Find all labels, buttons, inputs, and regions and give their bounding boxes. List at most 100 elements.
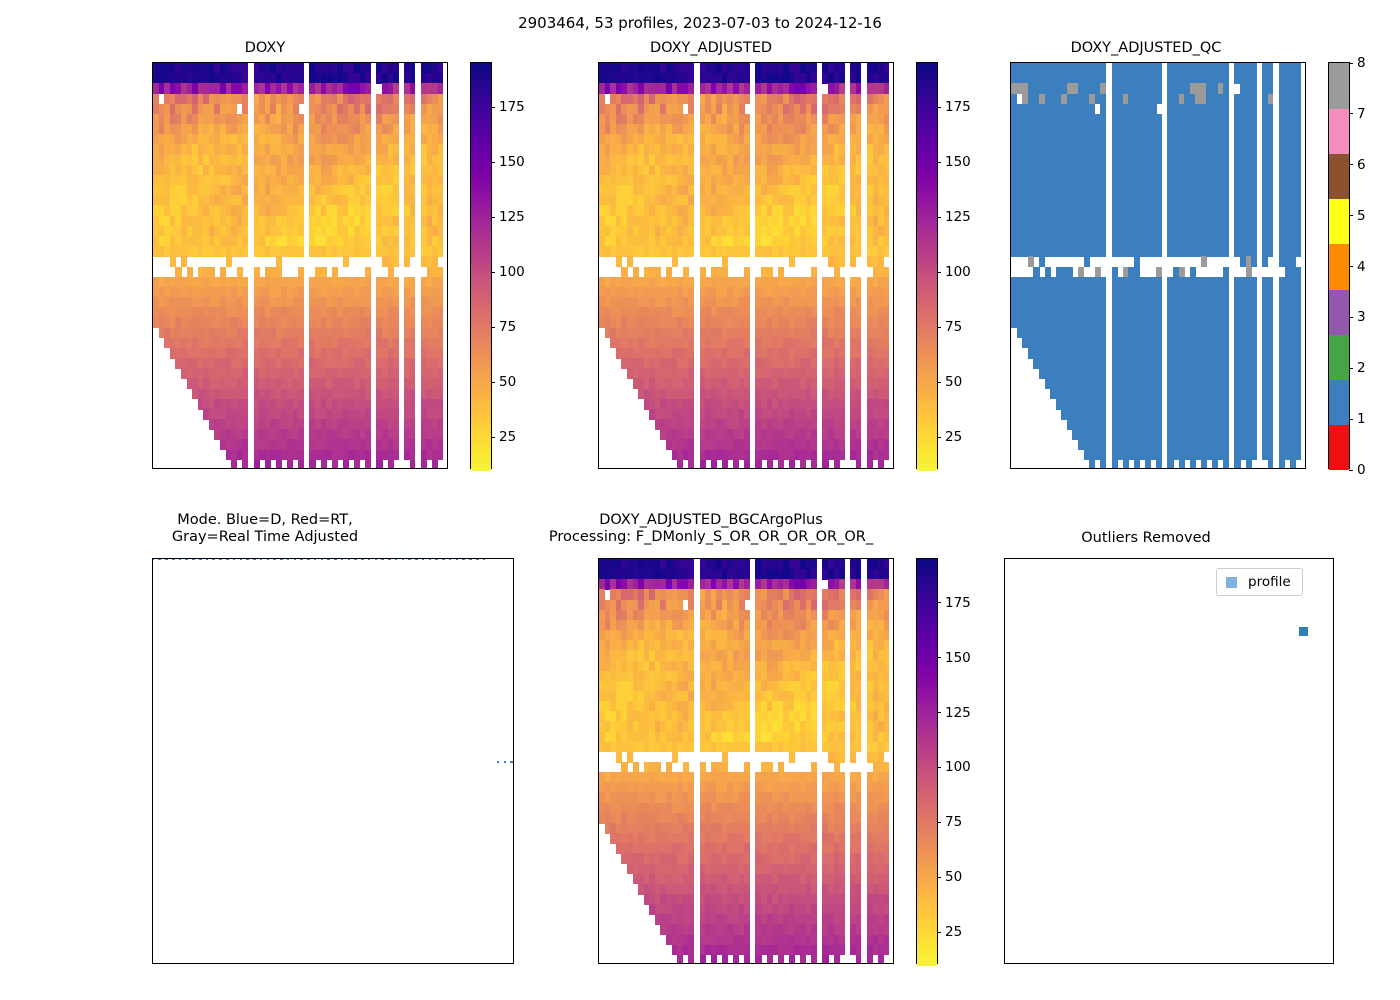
doxy-adjusted-qc-title: DOXY_ADJUSTED_QC bbox=[892, 40, 1400, 57]
doxy-adjusted-cbtick-125: 125 bbox=[937, 209, 971, 225]
profile-column bbox=[348, 63, 355, 468]
profile-column bbox=[604, 63, 611, 468]
doxy-cbtickmark bbox=[491, 326, 495, 328]
doxy-ytickmark bbox=[152, 164, 153, 165]
profile-column bbox=[208, 63, 216, 468]
doxy-adjusted-qc-axes[interactable]: 0250500750100012501500175020002023.75202… bbox=[1010, 62, 1306, 469]
missing-profile-column bbox=[443, 63, 447, 468]
profile-column bbox=[381, 63, 389, 468]
doxy-adjusted-xtickmark bbox=[649, 468, 650, 469]
mode-point-delayed bbox=[286, 559, 290, 561]
doxy-adjusted-xtickmark bbox=[700, 468, 701, 469]
doxy-adjusted-qc-xtick-2024.25: 2024.25 bbox=[1135, 468, 1191, 469]
doxy-adjusted-plot-area bbox=[599, 63, 893, 468]
mode-ytickmark bbox=[152, 762, 153, 763]
profile-column bbox=[175, 63, 182, 468]
doxy-xtick-2023.75: 2023.75 bbox=[176, 468, 232, 469]
doxy-adjusted-qc-xtickmark bbox=[1213, 468, 1214, 469]
outliers-legend[interactable]: profile bbox=[1216, 568, 1303, 596]
bgcargoplus-xtickmark bbox=[751, 963, 752, 964]
mode-point-delayed bbox=[246, 559, 249, 561]
bgcargoplus-ytick-2000: 2000 bbox=[598, 957, 599, 964]
doxy-title: DOXY bbox=[0, 40, 530, 57]
profile-column bbox=[242, 63, 249, 468]
doxy-axes[interactable]: 0250500750100012501500175020002023.75202… bbox=[152, 62, 448, 469]
doxy-adjusted-panel: DOXY_ADJUSTED 025050075010001250150017502… bbox=[446, 0, 976, 500]
profile-column bbox=[878, 63, 885, 468]
profile-column bbox=[432, 63, 439, 468]
profile-column bbox=[688, 63, 695, 468]
mode-point-delayed bbox=[367, 559, 371, 561]
mode-xtick-2024.2: 2024.2 bbox=[305, 963, 352, 964]
doxy-adjusted-ytickmark bbox=[598, 164, 599, 165]
mode-xtickmark bbox=[225, 963, 226, 964]
mode-point-delayed bbox=[374, 559, 378, 561]
legend-label: profile bbox=[1248, 574, 1291, 590]
doxy-adjusted-axes[interactable]: 0250500750100012501500175020002023.75202… bbox=[598, 62, 894, 469]
doxy-adjusted-qc-cbseg-1 bbox=[1329, 379, 1349, 426]
profile-column bbox=[626, 63, 634, 468]
doxy-adjusted-xtickmark bbox=[751, 468, 752, 469]
mode-xtickmark bbox=[277, 963, 278, 964]
doxy-adjusted-xtickmark bbox=[852, 468, 853, 469]
profile-column bbox=[867, 63, 874, 468]
profile-column bbox=[733, 63, 740, 468]
outliers-xtickmark bbox=[1118, 963, 1119, 964]
outliers-axes[interactable]: 0250500750100012501500175020002023.75202… bbox=[1004, 558, 1334, 964]
doxy-adjusted-cbtickmark bbox=[937, 216, 941, 218]
profile-column bbox=[337, 63, 344, 468]
profile-column bbox=[643, 63, 650, 468]
bgcargoplus-axes[interactable]: 0250500750100012501500175020002023.75202… bbox=[598, 558, 894, 964]
profile-column bbox=[354, 63, 361, 468]
profile-column bbox=[822, 63, 829, 468]
doxy-ytickmark bbox=[152, 63, 153, 64]
profile-column bbox=[169, 63, 176, 468]
mode-point-delayed bbox=[401, 559, 405, 561]
profile-column bbox=[833, 63, 840, 468]
doxy-xtickmark bbox=[203, 468, 204, 469]
profile-column bbox=[649, 63, 656, 468]
profile-column bbox=[632, 63, 639, 468]
doxy-xtickmark bbox=[254, 468, 255, 469]
doxy-adjusted-qc-ytickmark bbox=[1010, 266, 1011, 267]
outliers-xtickmark bbox=[1174, 963, 1175, 964]
doxy-adjusted-ytick-2000: 2000 bbox=[598, 462, 599, 469]
doxy-adjusted-qc-cbseg-7 bbox=[1329, 108, 1349, 154]
mode-point-delayed bbox=[178, 559, 182, 561]
profile-column bbox=[203, 63, 210, 468]
profile-column bbox=[359, 63, 366, 468]
outliers-xtick-2024.25: 2024.25 bbox=[1147, 963, 1203, 964]
mode-point-delayed bbox=[313, 559, 317, 561]
profile-column bbox=[599, 63, 606, 468]
bgcargoplus-xtickmark bbox=[649, 963, 650, 964]
doxy-plot-area bbox=[153, 63, 447, 468]
outliers-xtick-2023.75: 2023.75 bbox=[1034, 963, 1090, 964]
mode-point-delayed bbox=[361, 559, 364, 561]
doxy-adjusted-xtick-2024.75: 2024.75 bbox=[825, 468, 881, 469]
doxy-adjusted-qc-xtick-2024.75: 2024.75 bbox=[1237, 468, 1293, 469]
profile-column bbox=[710, 63, 717, 468]
mode-point-delayed bbox=[165, 559, 168, 561]
doxy-adjusted-qc-ytick-2000: 2000 bbox=[1010, 462, 1011, 469]
doxy-cbtickmark bbox=[491, 161, 495, 163]
profile-column bbox=[699, 63, 706, 468]
mode-point-delayed bbox=[253, 559, 256, 561]
doxy-adjusted-title: DOXY_ADJUSTED bbox=[446, 40, 976, 57]
profile-column bbox=[437, 63, 444, 468]
mode-point-delayed bbox=[340, 559, 344, 561]
doxy-xtick-2024.75: 2024.75 bbox=[379, 468, 435, 469]
doxy-adjusted-qc-cbtickmark bbox=[1349, 215, 1353, 217]
bgcargoplus-xtick-2024.75: 2024.75 bbox=[825, 963, 881, 964]
doxy-adjusted-qc-ytickmark bbox=[1010, 113, 1011, 114]
profile-column bbox=[827, 63, 835, 468]
mode-point-delayed bbox=[280, 559, 283, 561]
mode-point-delayed bbox=[219, 559, 222, 561]
doxy-ytick-2000: 2000 bbox=[152, 462, 153, 469]
profile-column bbox=[292, 63, 299, 468]
doxy-adjusted-ytickmark bbox=[598, 63, 599, 64]
profile-column bbox=[275, 63, 283, 468]
doxy-adjusted-cbtick-175: 175 bbox=[937, 99, 971, 115]
profile-column bbox=[777, 63, 784, 468]
doxy-adjusted-qc-ytickmark bbox=[1010, 317, 1011, 318]
